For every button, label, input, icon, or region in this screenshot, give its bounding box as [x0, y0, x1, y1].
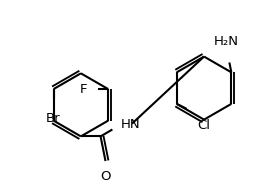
Text: F: F — [80, 83, 88, 96]
Text: Cl: Cl — [197, 119, 210, 132]
Text: HN: HN — [120, 118, 140, 131]
Text: O: O — [100, 170, 111, 183]
Text: Br: Br — [46, 112, 61, 125]
Text: H₂N: H₂N — [214, 35, 239, 48]
